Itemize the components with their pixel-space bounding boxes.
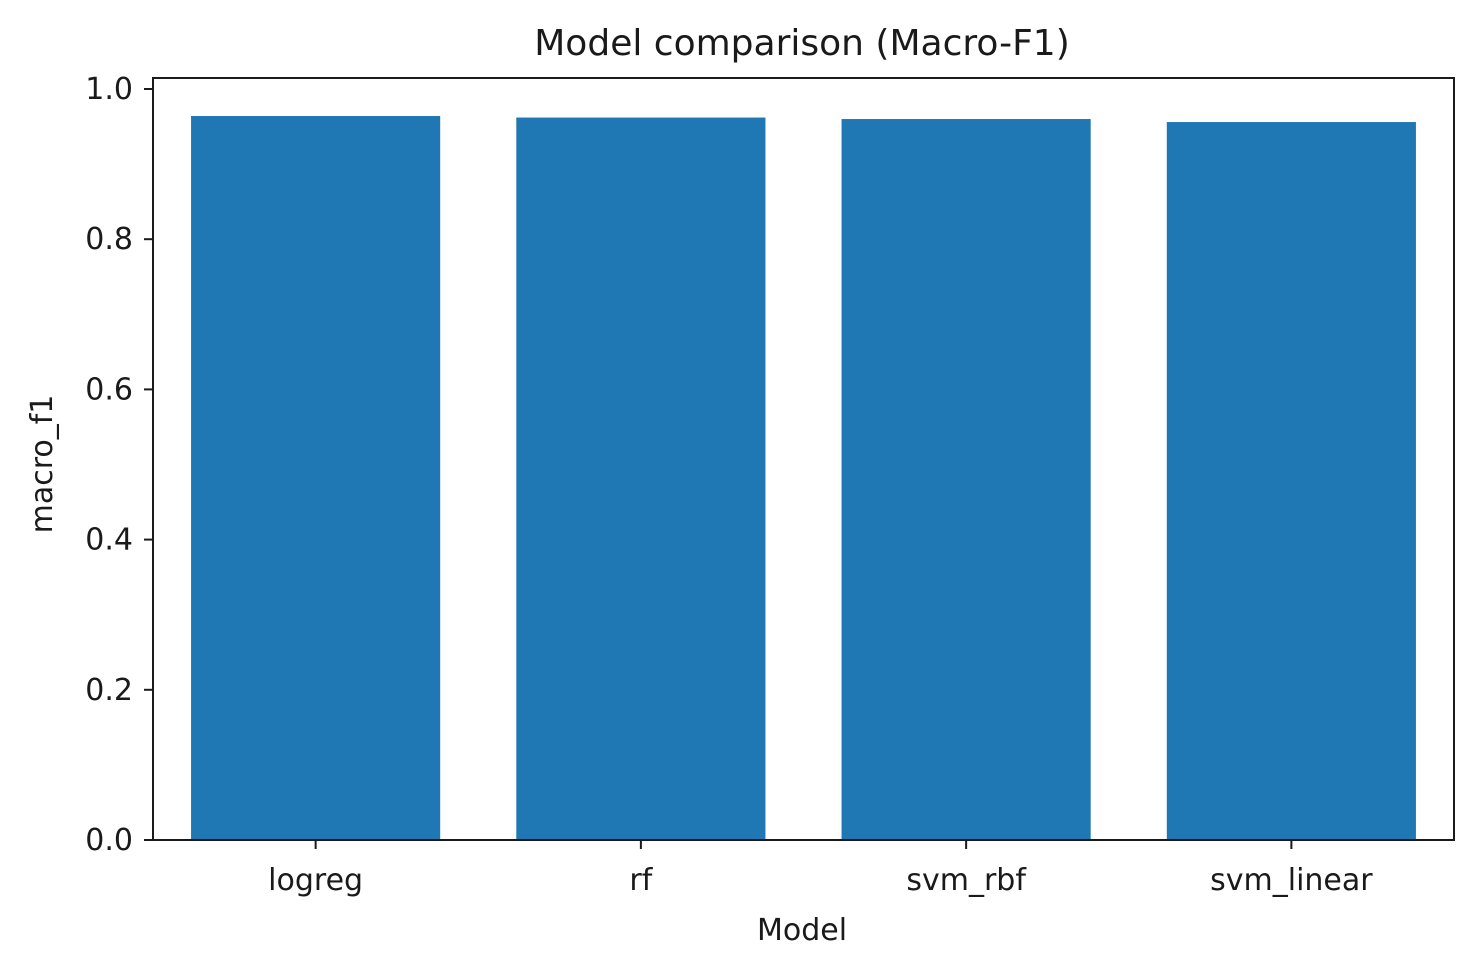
- plot-frame: [152, 77, 1455, 841]
- x-tick-label: svm_rbf: [906, 863, 1027, 898]
- bar-rf: [516, 117, 766, 841]
- x-ticks-layer: logreg rf svm_rbf svm_linear: [268, 840, 1373, 898]
- axes-layer: [152, 77, 1455, 841]
- x-tick-label: logreg: [268, 863, 363, 898]
- bar-logreg: [191, 116, 441, 841]
- bar-svm-linear: [1166, 122, 1416, 841]
- y-axis-label: macro_f1: [25, 395, 60, 534]
- y-tick-label: 0.6: [85, 372, 133, 407]
- y-tick-label: 1.0: [85, 72, 133, 107]
- bar-svm-rbf: [841, 119, 1091, 841]
- x-axis-label: Model: [757, 913, 847, 948]
- x-tick-label: svm_linear: [1210, 863, 1373, 898]
- chart-title: Model comparison (Macro-F1): [534, 23, 1069, 64]
- y-tick-label: 0.2: [85, 673, 133, 708]
- y-tick-label: 0.0: [85, 823, 133, 858]
- y-tick-label: 0.4: [85, 523, 133, 558]
- x-tick-label: rf: [629, 863, 653, 898]
- y-ticks-layer: 0.0 0.2 0.4 0.6 0.8 1.0: [85, 72, 153, 858]
- bars-layer: [191, 116, 1416, 841]
- y-tick-label: 0.8: [85, 222, 133, 257]
